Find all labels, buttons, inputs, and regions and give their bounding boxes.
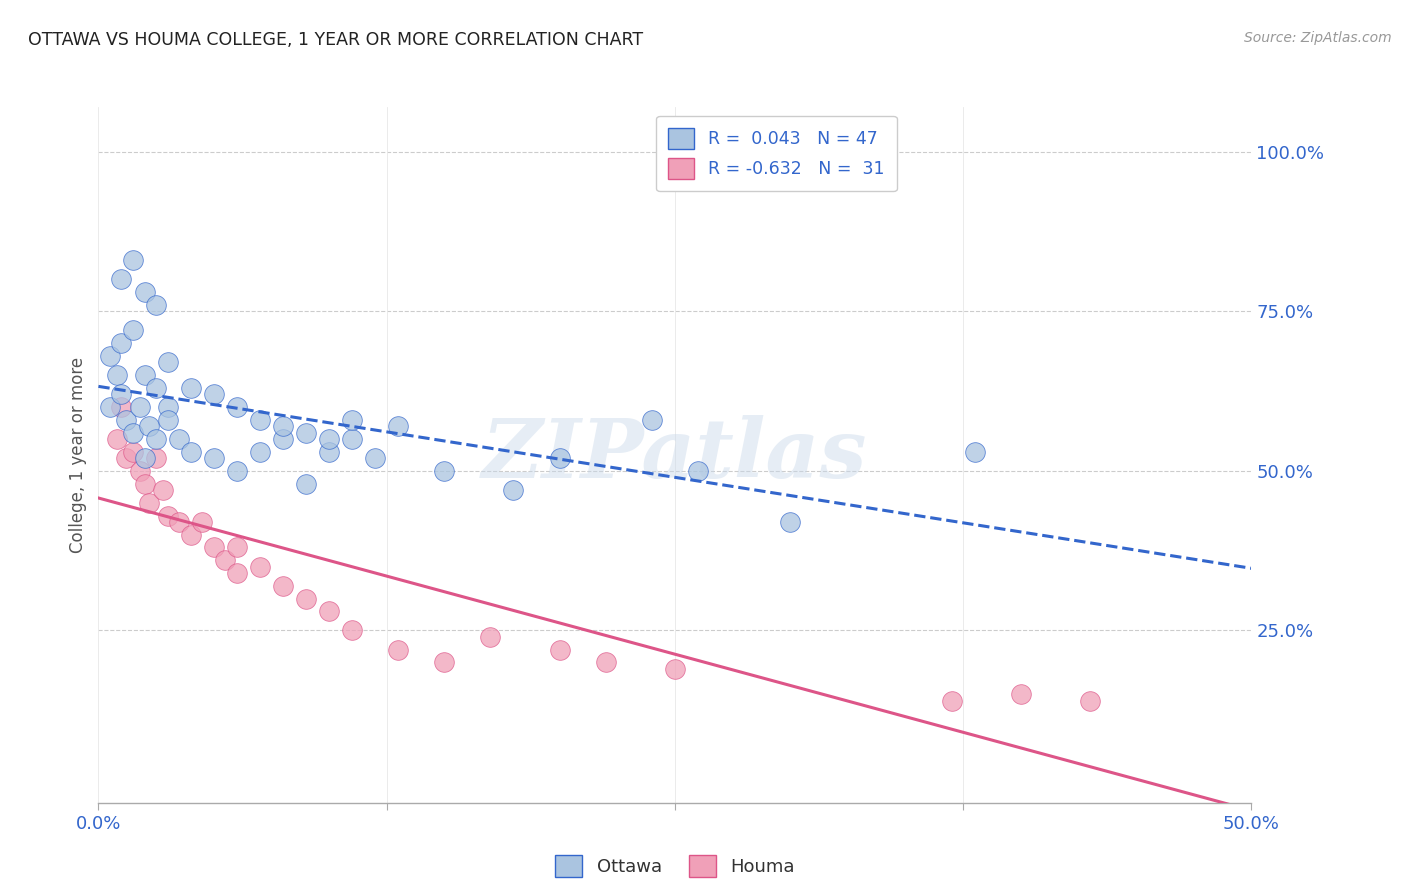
- Point: [295, 591, 318, 606]
- Point: [433, 656, 456, 670]
- Point: [145, 298, 167, 312]
- Point: [156, 508, 179, 523]
- Point: [295, 425, 318, 440]
- Point: [191, 515, 214, 529]
- Point: [115, 413, 138, 427]
- Point: [387, 419, 409, 434]
- Point: [686, 464, 709, 478]
- Point: [105, 368, 128, 383]
- Text: ZIPatlas: ZIPatlas: [482, 415, 868, 495]
- Point: [225, 400, 247, 414]
- Point: [1010, 687, 1032, 701]
- Point: [156, 355, 179, 369]
- Point: [502, 483, 524, 497]
- Point: [110, 387, 132, 401]
- Point: [941, 694, 963, 708]
- Point: [479, 630, 502, 644]
- Point: [249, 559, 271, 574]
- Text: Source: ZipAtlas.com: Source: ZipAtlas.com: [1244, 31, 1392, 45]
- Point: [134, 451, 156, 466]
- Point: [779, 515, 801, 529]
- Point: [110, 336, 132, 351]
- Point: [134, 368, 156, 383]
- Point: [167, 515, 190, 529]
- Point: [152, 483, 174, 497]
- Point: [110, 400, 132, 414]
- Point: [340, 432, 363, 446]
- Point: [963, 444, 986, 458]
- Legend: Ottawa, Houma: Ottawa, Houma: [548, 847, 801, 884]
- Point: [122, 444, 145, 458]
- Point: [115, 451, 138, 466]
- Point: [122, 323, 145, 337]
- Point: [387, 642, 409, 657]
- Point: [1078, 694, 1101, 708]
- Point: [641, 413, 664, 427]
- Point: [548, 642, 571, 657]
- Point: [138, 496, 160, 510]
- Point: [156, 400, 179, 414]
- Point: [202, 541, 225, 555]
- Point: [180, 527, 202, 541]
- Point: [202, 451, 225, 466]
- Point: [318, 432, 340, 446]
- Point: [225, 541, 247, 555]
- Point: [156, 413, 179, 427]
- Point: [249, 413, 271, 427]
- Y-axis label: College, 1 year or more: College, 1 year or more: [69, 357, 87, 553]
- Point: [134, 285, 156, 300]
- Point: [180, 444, 202, 458]
- Point: [138, 419, 160, 434]
- Point: [129, 464, 152, 478]
- Point: [340, 413, 363, 427]
- Point: [122, 425, 145, 440]
- Point: [548, 451, 571, 466]
- Point: [134, 476, 156, 491]
- Text: OTTAWA VS HOUMA COLLEGE, 1 YEAR OR MORE CORRELATION CHART: OTTAWA VS HOUMA COLLEGE, 1 YEAR OR MORE …: [28, 31, 644, 49]
- Point: [129, 400, 152, 414]
- Point: [225, 464, 247, 478]
- Point: [433, 464, 456, 478]
- Point: [110, 272, 132, 286]
- Point: [167, 432, 190, 446]
- Point: [271, 419, 294, 434]
- Point: [145, 451, 167, 466]
- Point: [271, 579, 294, 593]
- Point: [664, 662, 686, 676]
- Point: [214, 553, 236, 567]
- Point: [364, 451, 387, 466]
- Point: [98, 349, 121, 363]
- Point: [595, 656, 617, 670]
- Point: [271, 432, 294, 446]
- Point: [180, 381, 202, 395]
- Point: [145, 381, 167, 395]
- Point: [122, 253, 145, 268]
- Point: [318, 444, 340, 458]
- Point: [202, 387, 225, 401]
- Point: [145, 432, 167, 446]
- Point: [295, 476, 318, 491]
- Point: [105, 432, 128, 446]
- Point: [225, 566, 247, 580]
- Point: [318, 604, 340, 618]
- Point: [340, 624, 363, 638]
- Point: [98, 400, 121, 414]
- Point: [249, 444, 271, 458]
